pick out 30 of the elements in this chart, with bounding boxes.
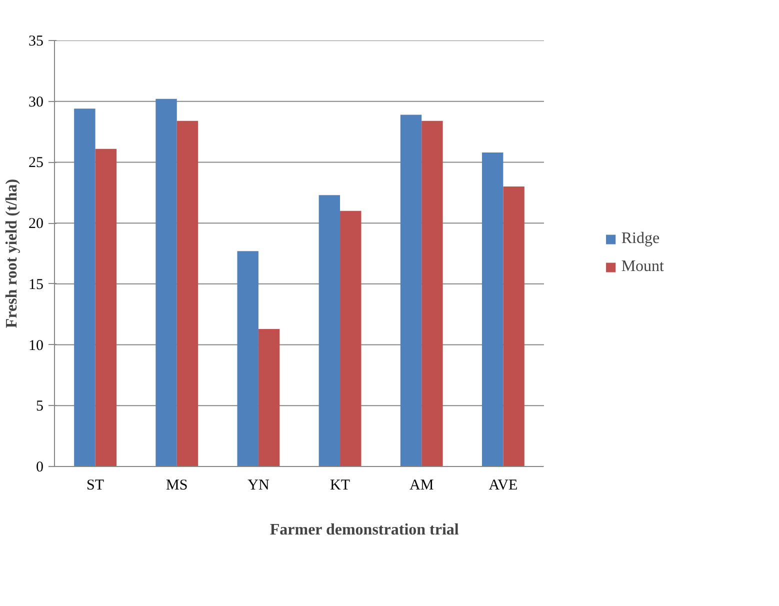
legend-label: Ridge [621,230,660,248]
bar [176,120,198,466]
bar [422,120,443,466]
x-tick-label: YN [248,478,270,494]
bar [237,251,258,466]
y-tick-label: 10 [28,338,44,354]
y-tick-label: 15 [28,276,44,293]
x-tick-label: MS [166,478,188,494]
bar [74,108,96,466]
y-tick-label: 20 [28,216,44,232]
x-axis-title: Farmer demonstration trial [270,522,460,538]
bar [95,148,116,466]
y-axis-title: Fresh root yield (t/ha) [4,178,20,328]
bar [156,98,177,466]
x-tick-label: AVE [488,478,518,494]
bar [400,114,422,466]
y-tick-label: 5 [36,398,44,415]
x-tick-label: AM [410,478,434,494]
bar [318,195,340,466]
y-tick-label: 25 [28,155,44,172]
legend-label: Mount [621,258,664,276]
bar [258,328,280,466]
y-tick-label: 30 [28,94,44,110]
y-tick-label: 0 [36,460,44,476]
bar [340,210,362,466]
bar [503,186,524,466]
x-tick-label: KT [330,478,350,494]
x-tick-label: ST [86,478,104,494]
y-tick-label: 35 [28,34,44,50]
bar [482,152,504,466]
